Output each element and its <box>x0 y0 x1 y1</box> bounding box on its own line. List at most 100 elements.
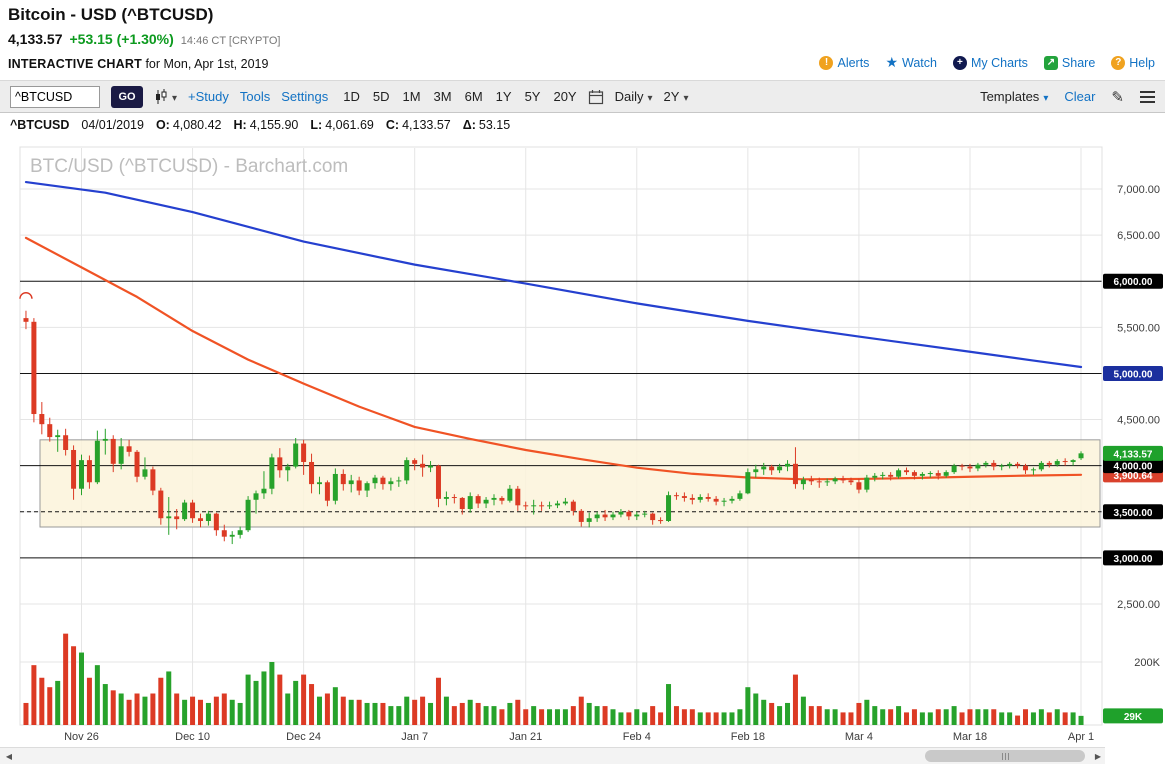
span-dropdown[interactable]: 2Y <box>664 89 689 104</box>
candle[interactable] <box>380 477 386 485</box>
candle[interactable] <box>229 534 235 537</box>
candle[interactable] <box>1054 461 1060 465</box>
candle[interactable] <box>301 443 307 462</box>
watch-link[interactable]: ★ Watch <box>885 54 937 70</box>
candle[interactable] <box>658 520 664 522</box>
annotation-pencil-icon[interactable]: ✎ <box>1111 88 1124 106</box>
clear-link[interactable]: Clear <box>1064 89 1096 104</box>
candle[interactable] <box>253 493 259 500</box>
candle[interactable] <box>293 443 299 467</box>
candle[interactable] <box>94 440 100 483</box>
candle[interactable] <box>190 502 196 519</box>
candle[interactable] <box>594 514 600 519</box>
candle[interactable] <box>650 513 656 521</box>
candle[interactable] <box>570 501 576 511</box>
candle[interactable] <box>205 513 211 521</box>
candle[interactable] <box>967 466 973 469</box>
candle[interactable] <box>78 460 84 489</box>
alerts-link[interactable]: ! Alerts <box>819 55 869 70</box>
candle[interactable] <box>197 518 203 521</box>
candle[interactable] <box>832 478 838 482</box>
candle[interactable] <box>1078 453 1084 459</box>
candle[interactable] <box>1023 465 1029 471</box>
candle[interactable] <box>475 496 481 504</box>
candle[interactable] <box>23 318 29 322</box>
candle[interactable] <box>451 497 457 499</box>
candle[interactable] <box>420 463 426 468</box>
range-5d[interactable]: 5D <box>372 89 390 104</box>
range-1d[interactable]: 1D <box>343 89 360 104</box>
candle[interactable] <box>245 499 251 531</box>
candle[interactable] <box>372 477 378 484</box>
candle[interactable] <box>356 480 362 491</box>
candle[interactable] <box>896 470 902 477</box>
calendar-icon[interactable] <box>588 89 604 105</box>
candle[interactable] <box>182 502 188 520</box>
frequency-dropdown[interactable]: Daily <box>615 89 653 104</box>
candle[interactable] <box>824 481 830 483</box>
candle[interactable] <box>134 451 140 477</box>
candle[interactable] <box>975 464 981 469</box>
candle[interactable] <box>999 465 1005 467</box>
candle[interactable] <box>39 414 45 425</box>
candle[interactable] <box>428 465 434 468</box>
candle[interactable] <box>1046 462 1052 465</box>
candle[interactable] <box>237 530 243 535</box>
candle[interactable] <box>816 481 822 483</box>
candle[interactable] <box>888 474 894 477</box>
candle[interactable] <box>269 457 275 489</box>
candle[interactable] <box>697 497 703 500</box>
candle[interactable] <box>547 505 553 507</box>
candle[interactable] <box>737 493 743 499</box>
scroll-left-arrow-icon[interactable]: ◀ <box>5 751 13 761</box>
chart-canvas[interactable]: Nov 26 Dec 10 Dec 24 Jan 7 Jan 21 Feb 4 Feb 18… <box>0 140 1165 745</box>
candle[interactable] <box>959 465 965 467</box>
candle[interactable] <box>340 473 346 485</box>
candle[interactable] <box>777 466 783 471</box>
candle[interactable] <box>721 500 727 502</box>
candle[interactable] <box>483 499 489 504</box>
candle[interactable] <box>523 505 529 507</box>
candle[interactable] <box>1038 462 1044 470</box>
go-button[interactable]: GO <box>111 85 143 108</box>
candle[interactable] <box>443 497 449 499</box>
candle[interactable] <box>348 480 354 485</box>
candle[interactable] <box>507 488 513 501</box>
candle[interactable] <box>626 511 632 517</box>
candle[interactable] <box>602 514 608 518</box>
candle[interactable] <box>110 438 116 464</box>
candle[interactable] <box>666 495 672 521</box>
candle[interactable] <box>673 495 679 497</box>
candle[interactable] <box>459 497 465 510</box>
candle[interactable] <box>586 518 592 522</box>
range-1y[interactable]: 1Y <box>495 89 512 104</box>
candle[interactable] <box>856 482 862 490</box>
candle[interactable] <box>808 479 814 482</box>
candle[interactable] <box>753 469 759 473</box>
candle[interactable] <box>642 513 648 515</box>
share-link[interactable]: ↗ Share <box>1043 55 1095 70</box>
candle[interactable] <box>221 530 227 537</box>
candle[interactable] <box>618 511 624 515</box>
candle[interactable] <box>261 488 267 494</box>
templates-dropdown[interactable]: Templates <box>980 89 1048 104</box>
candle[interactable] <box>71 449 77 489</box>
candle[interactable] <box>31 321 37 415</box>
candle[interactable] <box>927 473 933 475</box>
menu-hamburger-icon[interactable] <box>1140 90 1155 103</box>
candle[interactable] <box>316 482 322 485</box>
candle[interactable] <box>554 503 560 506</box>
candle[interactable] <box>943 472 949 476</box>
candle[interactable] <box>515 488 521 506</box>
candle[interactable] <box>634 514 640 517</box>
add-study-link[interactable]: +Study <box>188 89 229 104</box>
range-3m[interactable]: 3M <box>433 89 452 104</box>
candle[interactable] <box>951 465 957 473</box>
candle[interactable] <box>396 480 402 482</box>
candle[interactable] <box>166 516 172 519</box>
candle[interactable] <box>1030 469 1036 471</box>
candle[interactable] <box>761 466 767 470</box>
candle[interactable] <box>55 435 61 438</box>
candle[interactable] <box>332 473 338 501</box>
candle[interactable] <box>102 438 108 441</box>
